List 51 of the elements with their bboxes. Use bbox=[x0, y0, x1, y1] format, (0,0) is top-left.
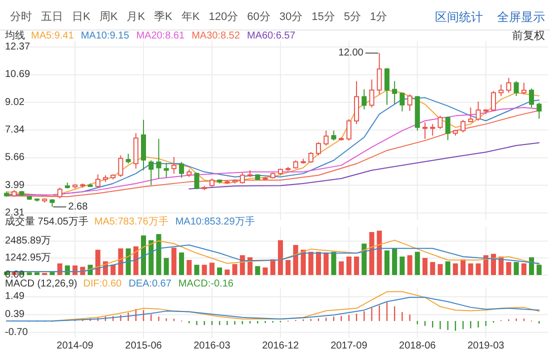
text: MA20:8.61 bbox=[136, 30, 185, 42]
text: 5分 bbox=[344, 11, 361, 23]
text: MA10:9.15 bbox=[80, 30, 130, 42]
text: 前复权 bbox=[512, 30, 545, 42]
y-tick-label: 1242.95万 bbox=[5, 252, 52, 264]
x-tick-label: 2014-09 bbox=[56, 340, 94, 352]
y-tick-label: 10.69 bbox=[5, 69, 30, 80]
chart-title: 均线 bbox=[4, 30, 25, 42]
text: MA30:8.52 bbox=[192, 30, 240, 42]
text: 年K bbox=[181, 11, 200, 23]
y-tick-label: 9.02 bbox=[5, 96, 25, 108]
x-tick-label: 2019-03 bbox=[468, 340, 505, 352]
chart-title: MACD (12,26,9) bbox=[5, 278, 78, 290]
text: 120分 bbox=[208, 11, 238, 23]
text: 30分 bbox=[279, 11, 303, 23]
chart-title: 成交量 754.05万手 bbox=[5, 216, 88, 228]
annotation-leader: 2.68 bbox=[52, 201, 88, 212]
y-tick-label: 12.37 bbox=[5, 42, 30, 52]
y-tick-label: 2485.89万 bbox=[5, 236, 52, 247]
y-tick-label: 3.99 bbox=[5, 180, 25, 191]
text: MA5:9.41 bbox=[31, 30, 74, 42]
annotation: 12.00 bbox=[338, 48, 364, 59]
text: 1分 bbox=[370, 11, 388, 23]
series-label: MA5:783.76万手 bbox=[94, 216, 168, 228]
x-tick-label: 2016-12 bbox=[262, 340, 300, 352]
y-tick-label: 1.49 bbox=[5, 291, 25, 302]
x-tick-label: 2016-03 bbox=[194, 340, 231, 352]
text: 全屏显示 bbox=[497, 10, 545, 24]
text: 分时 bbox=[10, 10, 32, 23]
text: 月K bbox=[126, 11, 146, 23]
y-tick-label: -0.70 bbox=[5, 326, 28, 338]
x-tick-label: 2017-09 bbox=[330, 340, 368, 352]
text: 60分 bbox=[247, 11, 270, 23]
x-tick-label: 2015-06 bbox=[125, 340, 162, 352]
text: MA60:6.57 bbox=[246, 30, 296, 42]
annotation: 2.68 bbox=[68, 201, 88, 212]
text: DEA:0.67 bbox=[128, 278, 172, 290]
text: 15分 bbox=[312, 11, 335, 23]
x-tick-label: 2018-06 bbox=[399, 340, 436, 352]
text: 日K bbox=[72, 11, 91, 23]
series-label: MA10:853.29万手 bbox=[175, 216, 255, 228]
y-tick-label: 0.39 bbox=[5, 309, 25, 320]
text: DIF:0.60 bbox=[83, 278, 122, 290]
text: 周K bbox=[99, 11, 118, 23]
text: MACD:-0.16 bbox=[178, 278, 234, 290]
text: 五日 bbox=[41, 11, 63, 23]
y-tick-label: 5.66 bbox=[5, 152, 25, 164]
annotation-leader: 12.00 bbox=[338, 48, 379, 59]
text: 季K bbox=[154, 10, 174, 23]
text: 区间统计 bbox=[435, 10, 483, 24]
y-tick-label: 7.34 bbox=[5, 124, 25, 136]
